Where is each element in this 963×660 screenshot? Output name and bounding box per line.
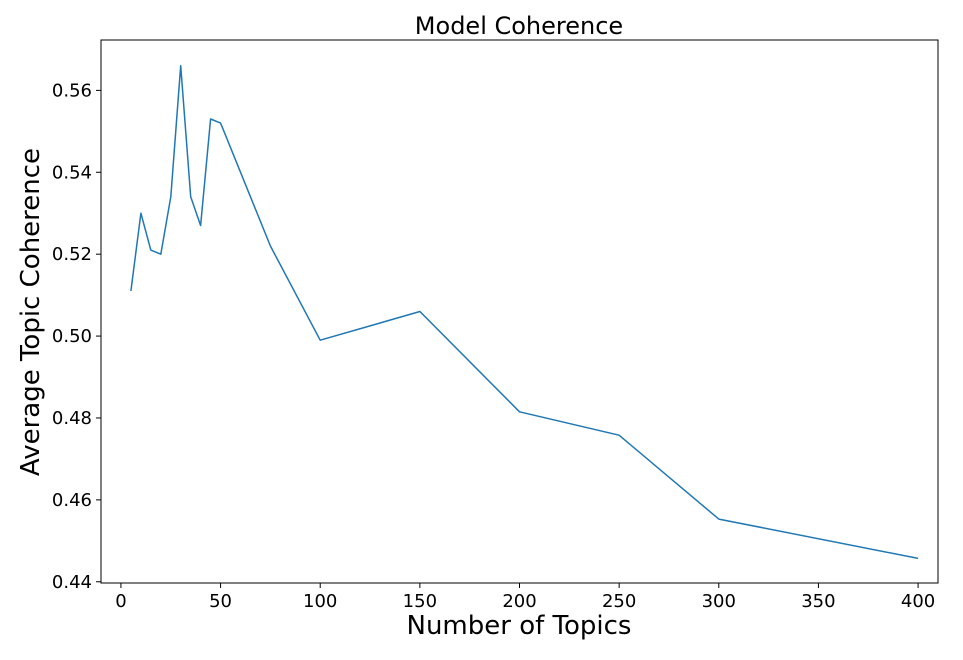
x-tick-label: 250 xyxy=(602,591,636,612)
plot-area: 0 50 100 150 200 250 300 350 400 0.44 0.46 0.48 0.5… xyxy=(52,39,939,612)
series-layer xyxy=(130,65,919,560)
x-tick-label: 50 xyxy=(209,591,232,612)
x-tick-label: 100 xyxy=(303,591,337,612)
y-tick-label: 0.56 xyxy=(52,80,92,101)
x-tick-label: 0 xyxy=(115,591,126,612)
series-line xyxy=(130,65,919,560)
x-tick-label: 200 xyxy=(502,591,536,612)
y-tick-label: 0.48 xyxy=(52,408,92,429)
x-axis-label: Number of Topics xyxy=(407,611,632,641)
y-tick-label: 0.46 xyxy=(52,490,92,511)
y-tick-label: 0.50 xyxy=(52,326,92,347)
x-tick-label: 300 xyxy=(702,591,736,612)
x-axis-ticks: 0 50 100 150 200 250 300 350 400 xyxy=(115,583,935,612)
y-tick-label: 0.54 xyxy=(52,162,92,183)
y-tick-label: 0.44 xyxy=(52,572,92,593)
y-axis-ticks: 0.44 0.46 0.48 0.50 0.52 0.54 0.56 xyxy=(52,80,101,593)
x-tick-label: 350 xyxy=(801,591,835,612)
chart-title: Model Coherence xyxy=(415,12,623,40)
x-tick-label: 400 xyxy=(901,591,935,612)
y-tick-label: 0.52 xyxy=(52,244,92,265)
y-axis-label: Average Topic Coherence xyxy=(16,148,46,476)
x-tick-label: 150 xyxy=(403,591,437,612)
